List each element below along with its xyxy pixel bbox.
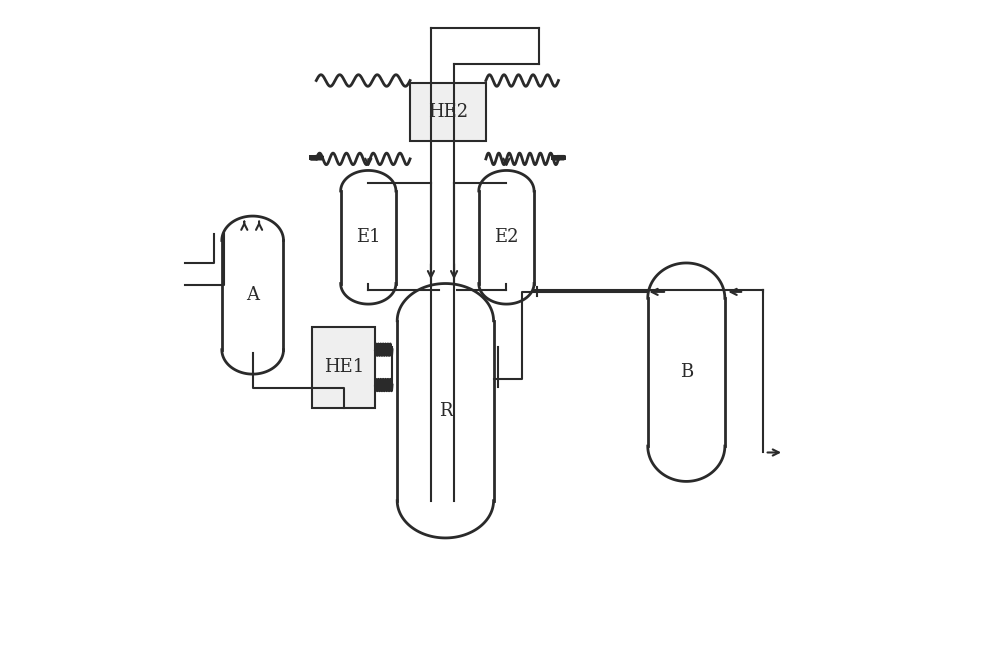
Text: E1: E1	[356, 228, 381, 246]
Text: B: B	[680, 363, 693, 381]
Bar	[410, 83, 486, 141]
Text: E2: E2	[494, 228, 519, 246]
Text: HE2: HE2	[428, 103, 468, 121]
Text: A: A	[246, 286, 259, 304]
Bar	[312, 327, 375, 408]
Text: R: R	[439, 402, 452, 420]
Text: HE1: HE1	[324, 358, 364, 376]
